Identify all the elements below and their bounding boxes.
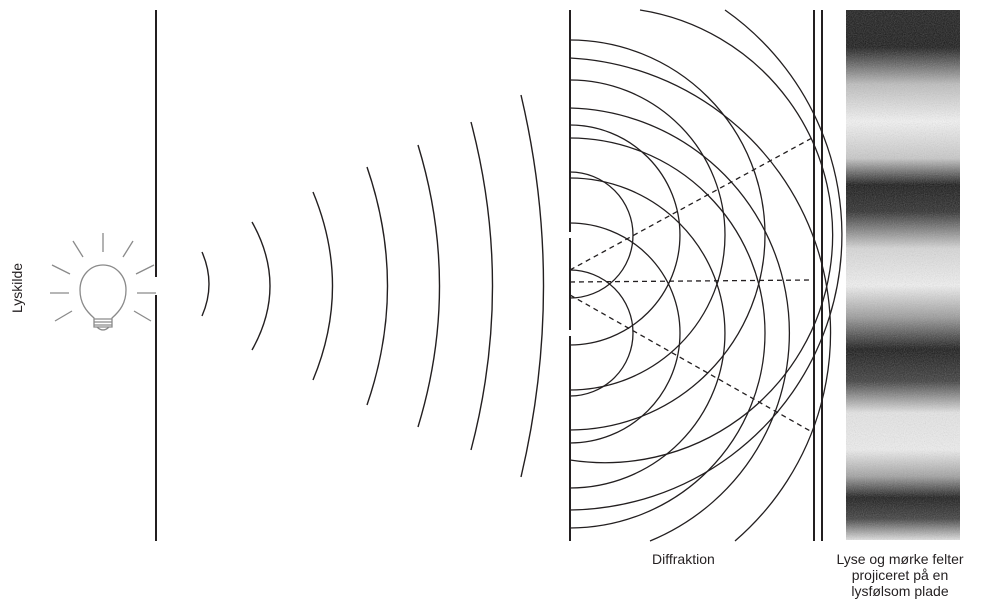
light-source-label: Lyskilde: [9, 262, 25, 314]
diffracted-wavefronts: [569, 9, 843, 542]
screen-caption: Lyse og mørke felter projiceret på en ly…: [815, 551, 984, 599]
fringe-pattern-plate: [846, 10, 960, 540]
screen-frame: [813, 10, 823, 541]
incoming-wavefronts: [201, 94, 545, 478]
light-bulb-icon: [50, 233, 156, 331]
diffraction-label: Diffraktion: [652, 551, 715, 567]
screen-caption-line-3: lysfølsom plade: [851, 583, 949, 599]
screen-caption-line-1: Lyse og mørke felter: [836, 551, 964, 567]
screen-caption-line-2: projiceret på en: [851, 567, 949, 583]
interference-lines: [569, 137, 813, 433]
